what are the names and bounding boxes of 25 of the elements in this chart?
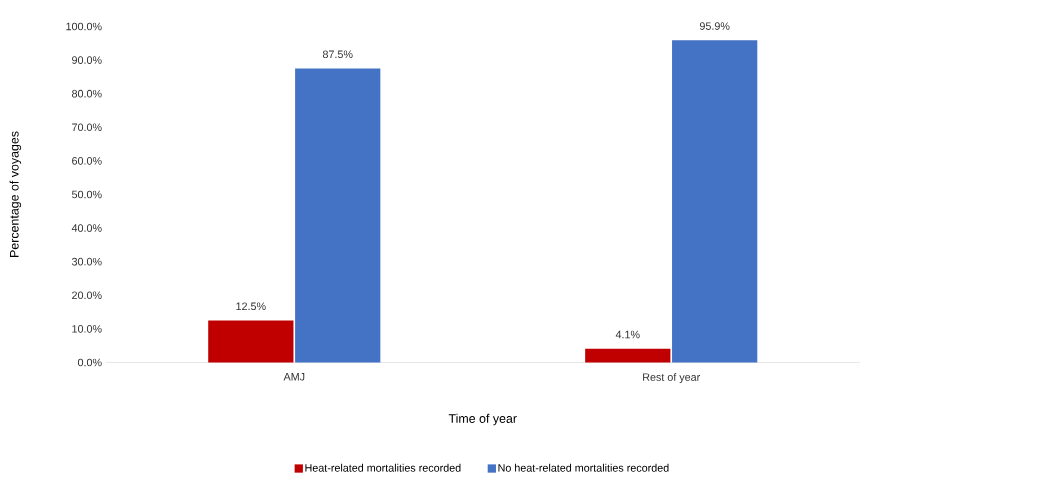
y-tick-label: 50.0% [71,190,102,199]
data-label: 4.1% [615,330,640,339]
y-tick-label: 20.0% [72,291,102,300]
y-tick-label: 0.0% [77,358,102,367]
x-tick-label: Rest of year [643,373,701,384]
bar [672,40,758,363]
y-tick-label: 100.0% [66,22,102,31]
y-tick-label: 10.0% [72,325,102,333]
y-tick-label: 40.0% [71,224,102,232]
data-label: 87.5% [322,50,353,59]
data-label: 12.5% [236,302,266,311]
bar [585,348,671,363]
y-tick-label: 90.0% [72,56,102,64]
legend-label: Heat-related mortalities recorded [305,463,461,472]
y-tick-label: 60.0% [72,157,102,165]
x-axis-title: Time of year [448,413,517,426]
legend-label: No heat-related mortalities recorded [498,463,669,472]
y-axis-title: Percentage of voyages [9,131,22,257]
x-tick-label: AMJ [283,373,305,381]
bar [208,320,294,363]
y-tick-label: 70.0% [72,123,102,132]
data-label: 95.9% [699,22,730,30]
y-tick-label: 30.0% [71,257,102,266]
y-tick-label: 80.0% [72,89,102,98]
bar [295,68,381,363]
